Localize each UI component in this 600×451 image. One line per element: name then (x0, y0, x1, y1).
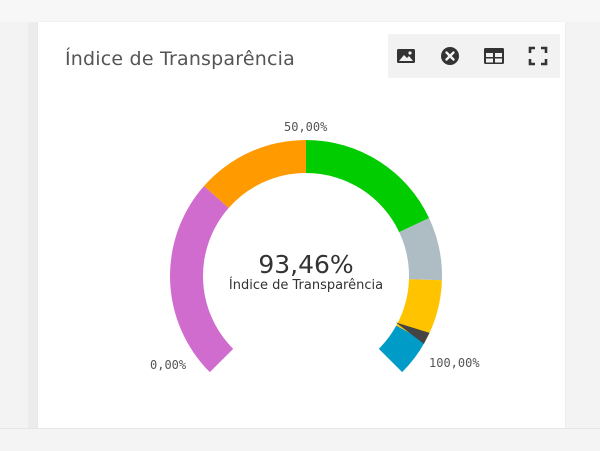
fullscreen-icon (528, 46, 548, 66)
gauge-chart: 93,46% Índice de Transparência 0,00% 50,… (38, 22, 565, 428)
panel-shadow (28, 22, 38, 428)
gauge-segment-1 (170, 186, 234, 373)
gauge-segment-3 (306, 140, 430, 233)
table-icon (484, 48, 504, 64)
gauge-segment-5 (396, 279, 442, 342)
close-button[interactable] (436, 42, 464, 70)
bottom-strip (0, 428, 600, 451)
panel-toolbar (388, 34, 560, 78)
gauge-mid-label: 50,00% (284, 120, 328, 134)
image-icon (397, 49, 415, 63)
gauge-panel: Índice de Transparência (38, 22, 565, 428)
gauge-needle (395, 322, 430, 344)
gauge-segment-6 (378, 325, 426, 373)
gauge-min-label: 0,00% (150, 358, 187, 372)
top-strip (0, 0, 600, 22)
gauge-segment-4 (399, 218, 442, 281)
gauge-max-label: 100,00% (429, 356, 480, 370)
export-image-button[interactable] (392, 42, 420, 70)
gauge-segment-2 (203, 140, 306, 208)
gauge-svg (170, 140, 442, 373)
panel-title: Índice de Transparência (65, 48, 295, 70)
gauge-caption: Índice de Transparência (228, 278, 384, 293)
gauge-value: 93,46% (258, 250, 354, 279)
fullscreen-button[interactable] (524, 42, 552, 70)
view-data-button[interactable] (480, 42, 508, 70)
close-circle-icon (441, 47, 459, 65)
